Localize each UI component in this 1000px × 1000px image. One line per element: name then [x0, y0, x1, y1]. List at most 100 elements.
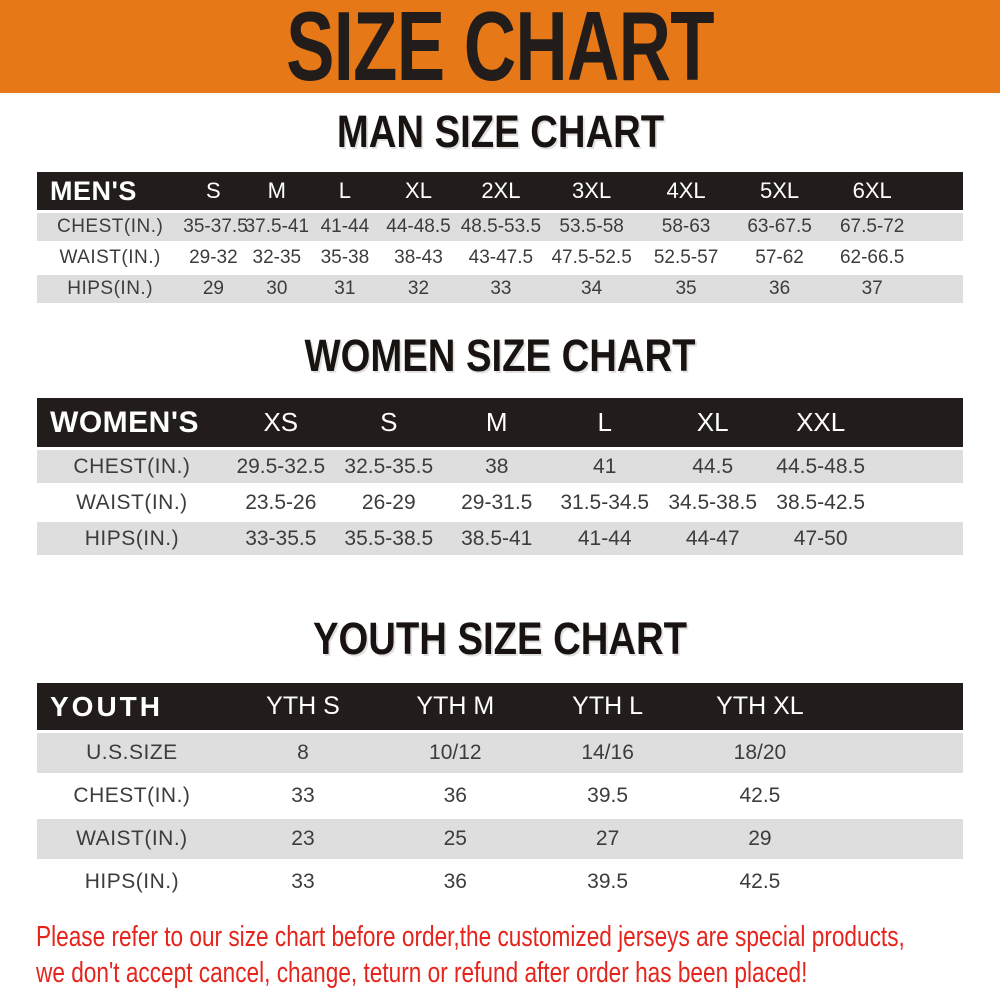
table-cell: 29	[683, 817, 837, 862]
table-cell: 35-37.5	[183, 211, 248, 244]
women-section-heading-text: WOMEN SIZE CHART	[304, 330, 696, 381]
page-title: SIZE CHART	[286, 0, 714, 101]
header-spacer	[874, 398, 963, 450]
table-cell: 18/20	[683, 731, 837, 776]
table-cell: 32	[379, 273, 458, 306]
table-row: WAIST(IN.) 23.5-26 26-29 29-31.5 31.5-34.5 34…	[37, 484, 963, 522]
table-corner-label: WOMEN'S	[37, 398, 227, 450]
table-cell: 35-38	[310, 242, 380, 275]
table-cell: 47-50	[766, 520, 875, 558]
youth-section-heading-text: YOUTH SIZE CHART	[312, 613, 687, 664]
row-label: U.S.SIZE	[37, 731, 227, 776]
row-spacer	[836, 731, 963, 776]
table-cell: 26-29	[334, 484, 443, 522]
header-row: WOMEN'S XS S M L XL XXL	[37, 398, 963, 450]
row-label: CHEST(IN.)	[37, 211, 184, 244]
row-label: HIPS(IN.)	[37, 860, 227, 905]
table-cell: 48.5-53.5	[457, 211, 545, 244]
youth-section-heading: YOUTH SIZE CHART	[0, 616, 1000, 662]
table-row: CHEST(IN.) 29.5-32.5 32.5-35.5 38 41 44.5 44.5…	[37, 448, 963, 486]
column-header: XL	[379, 172, 458, 213]
table-cell: 14/16	[531, 731, 684, 776]
table-cell: 31	[310, 273, 380, 306]
table-cell: 36	[379, 774, 532, 819]
header-spacer	[836, 683, 963, 733]
table-cell: 29-31.5	[442, 484, 551, 522]
row-spacer	[836, 817, 963, 862]
row-spacer	[918, 211, 963, 244]
row-label: WAIST(IN.)	[37, 817, 227, 862]
row-label: CHEST(IN.)	[37, 448, 227, 486]
table-row: HIPS(IN.) 29 30 31 32 33 34 35 36 37	[37, 273, 963, 306]
table-row: U.S.SIZE 8 10/12 14/16 18/20	[37, 731, 963, 776]
table-cell: 39.5	[531, 860, 684, 905]
table-cell: 33	[226, 774, 380, 819]
man-size-table: MEN'S S M L XL 2XL 3XL 4XL 5XL 6XL CHEST(IN.) 35-37…	[37, 172, 963, 306]
row-label: HIPS(IN.)	[37, 520, 227, 558]
row-label: WAIST(IN.)	[37, 484, 227, 522]
table-cell: 8	[226, 731, 380, 776]
header-row: MEN'S S M L XL 2XL 3XL 4XL 5XL 6XL	[37, 172, 963, 213]
table-cell: 37	[825, 273, 919, 306]
column-header: YTH M	[379, 683, 532, 733]
column-header: S	[334, 398, 443, 450]
table-row: HIPS(IN.) 33-35.5 35.5-38.5 38.5-41 41-44 44-…	[37, 520, 963, 558]
table-cell: 34	[544, 273, 639, 306]
table-cell: 38-43	[379, 242, 458, 275]
row-spacer	[836, 774, 963, 819]
table-cell: 35	[638, 273, 734, 306]
table-cell: 44-48.5	[379, 211, 458, 244]
section-women: WOMEN SIZE CHART WOMEN'S XS S M L XL XXL CHEST(…	[0, 333, 1000, 558]
row-spacer	[874, 448, 963, 486]
table-cell: 25	[379, 817, 532, 862]
banner: SIZE CHART	[0, 0, 1000, 101]
table-row: CHEST(IN.) 33 36 39.5 42.5	[37, 774, 963, 819]
table-corner-label: YOUTH	[37, 683, 227, 733]
man-section-heading: MAN SIZE CHART	[0, 109, 1000, 155]
table-cell: 41	[550, 448, 659, 486]
table-cell: 57-62	[733, 242, 826, 275]
row-label: HIPS(IN.)	[37, 273, 184, 306]
table-cell: 29	[183, 273, 244, 306]
column-header: S	[183, 172, 244, 213]
table-cell: 39.5	[531, 774, 684, 819]
table-cell: 36	[379, 860, 532, 905]
disclaimer: Please refer to our size chart before or…	[36, 919, 1000, 991]
row-spacer	[874, 484, 963, 522]
table-cell: 38.5-42.5	[766, 484, 875, 522]
row-spacer	[836, 860, 963, 905]
table-cell: 34.5-38.5	[658, 484, 767, 522]
row-label: CHEST(IN.)	[37, 774, 227, 819]
table-cell: 44.5-48.5	[766, 448, 875, 486]
column-header: YTH XL	[683, 683, 837, 733]
table-cell: 29-32	[183, 242, 244, 275]
column-header: XXL	[766, 398, 875, 450]
table-cell: 44-47	[658, 520, 767, 558]
column-header: 3XL	[544, 172, 639, 213]
table-cell: 33-35.5	[226, 520, 335, 558]
table-cell: 53.5-58	[544, 211, 639, 244]
row-spacer	[918, 273, 963, 306]
column-header: XS	[226, 398, 335, 450]
column-header: 2XL	[457, 172, 545, 213]
table-cell: 62-66.5	[825, 242, 919, 275]
table-row: WAIST(IN.) 29-32 32-35 35-38 38-43 43-47.5 47.…	[37, 242, 963, 275]
table-cell: 30	[243, 273, 311, 306]
column-header: YTH S	[226, 683, 380, 733]
table-row: WAIST(IN.) 23 25 27 29	[37, 817, 963, 862]
table-cell: 23	[226, 817, 380, 862]
table-cell: 58-63	[638, 211, 734, 244]
column-header: M	[243, 172, 311, 213]
table-cell: 37.5-41	[243, 211, 311, 244]
column-header: M	[442, 398, 551, 450]
table-cell: 27	[531, 817, 684, 862]
table-cell: 42.5	[683, 860, 837, 905]
table-cell: 38.5-41	[442, 520, 551, 558]
man-section-heading-text: MAN SIZE CHART	[336, 106, 664, 157]
column-header: 5XL	[733, 172, 826, 213]
column-header: XL	[658, 398, 767, 450]
section-youth: YOUTH SIZE CHART YOUTH YTH S YTH M YTH L YTH…	[0, 616, 1000, 905]
column-header: 4XL	[638, 172, 734, 213]
table-cell: 33	[226, 860, 380, 905]
row-spacer	[918, 242, 963, 275]
